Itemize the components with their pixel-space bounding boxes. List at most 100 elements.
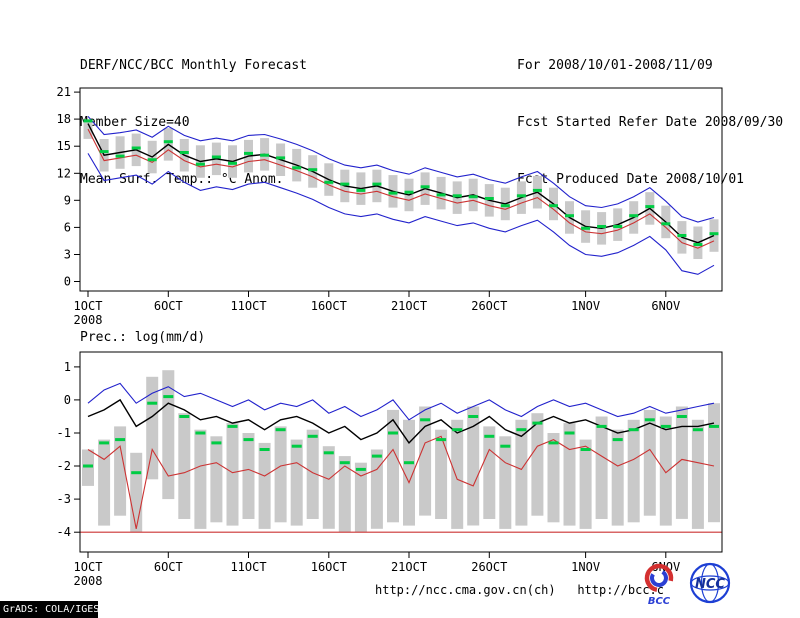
ensemble-spread-bar: [643, 409, 656, 516]
ncc-logo-text: NCC: [695, 577, 725, 592]
observation-marker: [115, 438, 126, 442]
ensemble-spread-bar: [290, 439, 303, 526]
observation-marker: [420, 185, 430, 189]
forecast-range-label: For 2008/10/01-2008/11/09: [517, 58, 713, 73]
x-tick-label: 21OCT: [391, 299, 427, 313]
ensemble-spread-bar: [691, 419, 704, 529]
ensemble-spread-bar: [98, 439, 111, 526]
observation-marker: [612, 438, 623, 442]
chart-title: DERF/NCC/BCC Monthly Forecast: [80, 58, 307, 73]
ensemble-spread-bar: [451, 419, 464, 529]
ensemble-spread-bar: [322, 446, 335, 529]
plot-frame: [79, 351, 723, 553]
observation-marker: [613, 225, 623, 228]
y-tick-label: 6: [64, 220, 71, 234]
x-tick-label: 11OCT: [230, 560, 266, 574]
observation-marker: [436, 438, 447, 442]
observation-marker: [372, 182, 382, 186]
y-tick-label: 18: [57, 112, 71, 126]
ensemble-mean-line: [87, 123, 715, 244]
observation-marker: [292, 166, 302, 170]
ensemble-spread-bar: [675, 406, 688, 519]
observation-marker: [644, 418, 655, 422]
observation-marker: [677, 234, 687, 237]
observation-marker: [147, 401, 158, 405]
ncc-logo: NCC: [689, 562, 731, 604]
bcc-url-text: http://bcc.c: [577, 583, 665, 597]
x-tick-label: 1OCT: [74, 560, 103, 574]
observation-marker: [340, 182, 350, 186]
y-tick-label: 12: [57, 166, 71, 180]
x-tick-label: 26OCT: [471, 560, 507, 574]
ensemble-spread-bar: [611, 429, 624, 526]
bcc-logo-text: BCC: [648, 596, 671, 607]
observation-marker: [228, 161, 237, 165]
observation-marker: [131, 471, 142, 475]
y-tick-label: -4: [57, 525, 71, 539]
observation-marker: [500, 204, 510, 208]
observation-marker: [500, 444, 511, 448]
footer-urls: http://ncc.cma.gov.cn(ch) http://bcc.c: [375, 583, 664, 597]
ensemble-spread-bar: [483, 426, 496, 519]
observation-marker: [163, 395, 174, 399]
ncc-globe-meridian: [700, 563, 720, 603]
ensemble-spread-bar: [226, 423, 239, 526]
x-tick-label: 11OCT: [230, 299, 266, 313]
observation-marker: [549, 204, 558, 208]
y-tick-label: 0: [64, 275, 71, 289]
observation-marker: [468, 195, 478, 199]
ensemble-spread-bar: [435, 429, 448, 519]
observation-marker: [179, 415, 190, 418]
observation-marker: [308, 168, 318, 172]
observation-marker: [99, 150, 109, 154]
ensemble-spread-bar: [708, 403, 720, 523]
observation-marker: [244, 151, 253, 155]
observation-marker: [420, 418, 431, 422]
observation-marker: [548, 441, 559, 445]
observation-marker: [629, 214, 639, 218]
observation-marker: [291, 444, 302, 448]
ensemble-spread-bar: [531, 413, 544, 516]
observation-marker: [260, 153, 270, 157]
ensemble-spread-bar: [627, 419, 640, 523]
observation-marker: [532, 188, 542, 192]
observation-marker: [324, 180, 334, 184]
observation-marker: [452, 194, 462, 198]
bcc-logo-red-swirl: [644, 563, 674, 593]
observation-marker: [596, 424, 607, 428]
ensemble-spread-bar: [354, 462, 367, 533]
observation-marker: [516, 428, 527, 432]
x-tick-label: 6OCT: [154, 560, 183, 574]
ensemble-spread-bar: [338, 456, 351, 533]
observation-marker: [628, 428, 639, 432]
ensemble-max-line: [87, 382, 715, 421]
x-tick-label: 26OCT: [471, 299, 507, 313]
grads-credit-bar: GrADS: COLA/IGES: [0, 601, 99, 618]
observation-marker: [179, 151, 189, 154]
observation-marker: [532, 421, 543, 425]
ensemble-spread-bar: [242, 433, 255, 519]
observation-marker: [339, 461, 350, 465]
prec-panel-title: Prec.: log(mm/d): [80, 330, 206, 345]
observation-marker: [323, 451, 334, 455]
ensemble-spread-bar: [419, 406, 432, 516]
control-run-line: [87, 435, 715, 530]
ensemble-spread-bar: [467, 406, 480, 526]
observation-marker: [597, 225, 607, 228]
observation-marker: [211, 155, 221, 159]
x-tick-label: 6OCT: [154, 299, 183, 313]
x-tick-label: 1OCT: [74, 299, 103, 313]
ensemble-spread-bar: [563, 423, 576, 526]
ensemble-spread-bar: [178, 413, 191, 519]
observation-marker: [709, 232, 719, 236]
ensemble-min-line: [87, 153, 715, 275]
observation-marker: [565, 214, 574, 218]
observation-marker: [163, 140, 173, 144]
observation-marker: [388, 191, 398, 195]
observation-marker: [307, 434, 318, 438]
ensemble-spread-bar: [82, 449, 94, 486]
ensemble-spread-bar: [194, 429, 207, 529]
